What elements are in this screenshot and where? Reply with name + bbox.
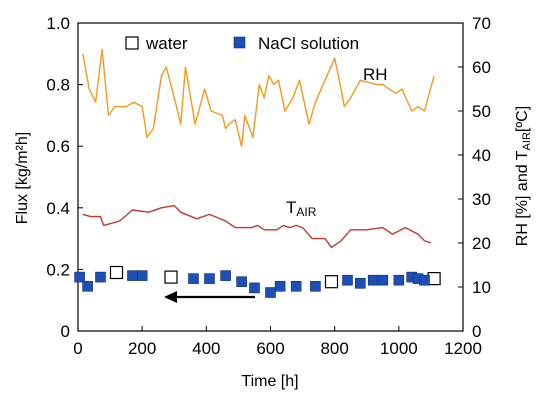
- y-tick-label-3: 0.6: [46, 137, 70, 156]
- nacl-point-16: [367, 274, 379, 286]
- nacl-point-8: [236, 276, 247, 288]
- nacl-point-2: [95, 271, 106, 283]
- lines-layer: [82, 48, 435, 249]
- x-tick-label-2: 400: [192, 339, 220, 358]
- y-axis-title: Flux [kg/m²h]: [14, 132, 31, 224]
- y-tick-label-0: 0: [61, 322, 70, 341]
- x-tick-label-3: 600: [256, 339, 284, 358]
- y-tick-label-2: 0.4: [46, 199, 70, 218]
- nacl-point-4: [136, 270, 148, 281]
- x-tick-label-4: 800: [320, 339, 348, 358]
- direction-arrow-head: [164, 291, 177, 303]
- nacl-point-13: [310, 280, 321, 292]
- markers-layer: [74, 265, 441, 298]
- nacl-point-9: [249, 282, 260, 294]
- legend-water-label: water: [145, 34, 188, 53]
- nacl-point-14: [342, 274, 353, 286]
- tair-annotation: TAIR: [286, 198, 317, 219]
- y2-tick-label-1: 10: [472, 278, 491, 297]
- nacl-point-11: [274, 280, 286, 292]
- y2-tick-label-6: 60: [472, 58, 491, 77]
- y-tick-label-4: 0.8: [46, 76, 70, 95]
- nacl-point-0: [74, 271, 85, 283]
- water-point-2: [324, 275, 339, 289]
- tair-line: [82, 204, 432, 249]
- nacl-point-6: [204, 273, 215, 284]
- tair-annotation-sub: AIR: [296, 205, 316, 219]
- legend-water-marker: [125, 36, 139, 50]
- y2-tick-label-0: 0: [472, 322, 481, 341]
- y2-tick-label-4: 40: [472, 146, 491, 165]
- plot-frame: [77, 22, 464, 332]
- y2-tick-label-3: 30: [472, 190, 491, 209]
- legend: water NaCl solution: [125, 34, 359, 53]
- rh-line: [82, 48, 435, 147]
- x-tick-label-5: 1000: [380, 339, 418, 358]
- y2-axis-title-unit: [ºC]: [514, 106, 531, 132]
- y2-tick-label-7: 70: [472, 14, 491, 33]
- y2-axis-title-main: RH [%] and T: [514, 150, 531, 246]
- water-point-3: [427, 272, 441, 286]
- rh-annotation: RH: [363, 65, 388, 84]
- x-tick-label-0: 0: [73, 339, 82, 358]
- x-axis-title: Time [h]: [241, 373, 298, 390]
- y-tick-label-1: 0.2: [46, 260, 70, 279]
- nacl-point-18: [393, 274, 405, 286]
- y-tick-label-5: 1.0: [46, 14, 70, 33]
- nacl-point-1: [82, 280, 93, 292]
- water-point-0: [109, 265, 124, 280]
- legend-nacl-marker: [233, 36, 246, 49]
- nacl-point-5: [188, 273, 199, 284]
- nacl-point-7: [220, 270, 231, 281]
- y2-axis-title: RH [%] and TAIR[ºC]: [514, 106, 533, 246]
- nacl-point-15: [354, 277, 366, 289]
- tair-annotation-main: T: [286, 198, 296, 217]
- water-point-1: [164, 270, 178, 284]
- y2-tick-label-2: 20: [472, 234, 491, 253]
- nacl-point-12: [290, 280, 302, 292]
- legend-nacl-label: NaCl solution: [258, 34, 359, 53]
- ticks-layer: 0 200 400 600 800 1000 120000.20.40.60.81.0010…: [46, 14, 491, 358]
- nacl-point-17: [377, 274, 389, 286]
- y2-tick-label-5: 50: [472, 102, 491, 121]
- nacl-point-21: [419, 274, 430, 286]
- x-tick-label-1: 200: [128, 339, 156, 358]
- nacl-point-10: [265, 287, 276, 298]
- nacl-point-3: [127, 270, 138, 281]
- x-tick-label-6: 1200: [444, 339, 482, 358]
- y2-axis-title-sub: AIR: [521, 132, 533, 150]
